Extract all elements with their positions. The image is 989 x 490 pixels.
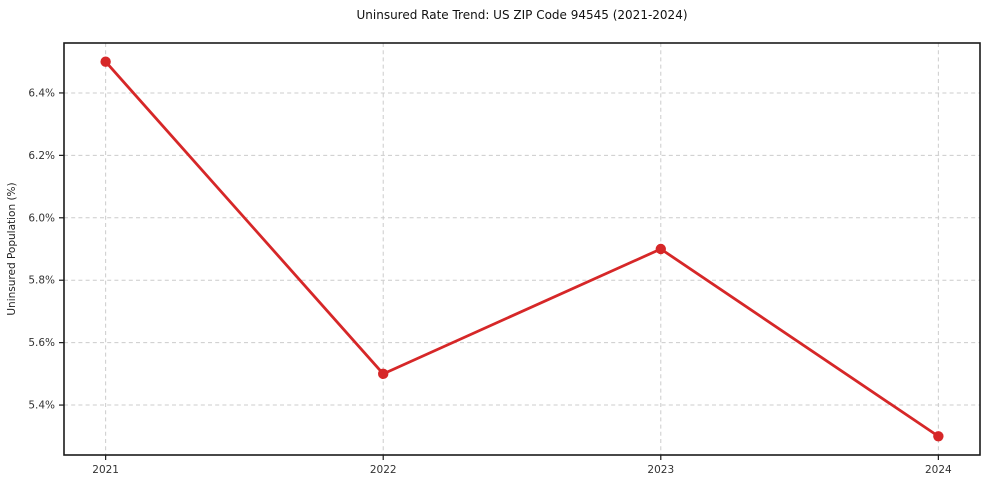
y-tick-labels: 5.4% 5.6% 5.8% 6.0% 6.2% 6.4% [28,87,55,411]
x-tick-label: 2022 [370,464,397,476]
y-tick-label: 6.0% [28,212,55,224]
grid-lines [64,43,980,455]
data-point-marker [378,368,389,380]
y-tick-label: 5.6% [28,337,55,349]
data-point-marker [655,243,666,255]
data-line [104,60,940,438]
x-tick-labels: 2021 2022 2023 2024 [92,464,952,476]
data-point-marker [100,56,111,67]
y-tick-label: 6.2% [28,150,55,162]
axis-border [63,42,981,456]
data-point-marker [933,431,944,442]
x-tick-label: 2024 [925,464,952,476]
x-tick-label: 2023 [647,464,674,476]
x-tick-label: 2021 [92,464,119,476]
y-tick-label: 6.4% [28,87,55,99]
data-points [100,56,944,442]
chart-title: Uninsured Rate Trend: US ZIP Code 94545 … [356,8,688,22]
y-tick-label: 5.4% [28,400,55,412]
tick-marks [59,92,939,460]
y-tick-label: 5.8% [28,275,55,287]
